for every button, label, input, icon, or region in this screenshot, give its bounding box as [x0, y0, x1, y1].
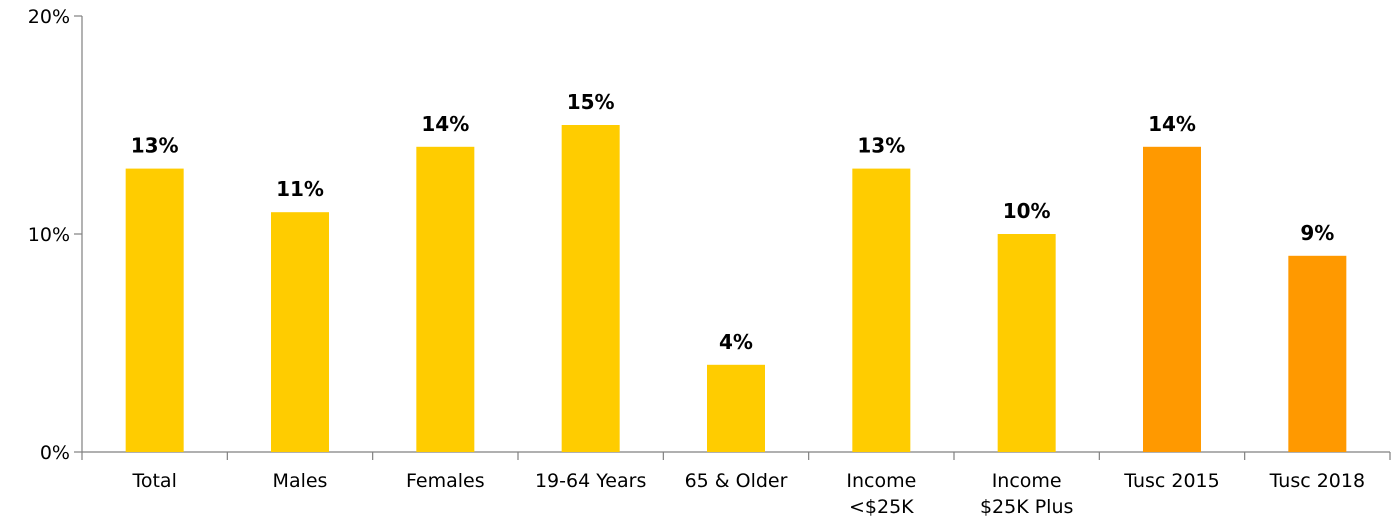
- y-tick-label: 0%: [40, 442, 70, 464]
- category-label: Income <$25K: [846, 470, 916, 518]
- bar: [852, 168, 911, 452]
- category-labels: Total Males Females 19-64 Years 65 & Older In…: [131, 470, 1365, 518]
- category-label: 19-64 Years: [535, 470, 646, 492]
- category-label: Total: [131, 470, 176, 492]
- y-tick-label: 20%: [28, 6, 70, 28]
- category-label-line: Income: [846, 470, 916, 492]
- bar: [561, 125, 620, 452]
- category-label-line: 19-64 Years: [535, 470, 646, 492]
- bar: [1143, 146, 1201, 453]
- bar: [1288, 255, 1347, 452]
- data-label: 13%: [131, 134, 179, 158]
- bar: [271, 212, 329, 452]
- category-label-line: $25K Plus: [980, 496, 1073, 518]
- data-label: 14%: [1148, 112, 1196, 136]
- category-label: Males: [273, 470, 328, 492]
- x-axis-ticks: [81, 452, 1391, 460]
- bar: [997, 234, 1056, 452]
- data-label: 9%: [1300, 221, 1334, 245]
- category-label: 65 & Older: [685, 470, 788, 492]
- category-label: Tusc 2018: [1269, 470, 1366, 492]
- category-label-line: Income: [992, 470, 1062, 492]
- category-label-line: Males: [273, 470, 328, 492]
- y-tick-label: 10%: [28, 224, 70, 246]
- data-labels: 13% 11% 14% 15% 4% 13% 10% 14% 9%: [131, 90, 1335, 354]
- category-label-line: 65 & Older: [685, 470, 788, 492]
- category-label-line: Total: [131, 470, 176, 492]
- category-label-line: Females: [406, 470, 485, 492]
- data-label: 10%: [1003, 199, 1051, 223]
- category-label: Income $25K Plus: [980, 470, 1073, 518]
- category-label: Females: [406, 470, 485, 492]
- data-label: 13%: [857, 134, 905, 158]
- data-label: 4%: [719, 330, 753, 354]
- category-label: Tusc 2015: [1123, 470, 1220, 492]
- y-axis-ticks: 0% 10% 20%: [28, 6, 82, 464]
- category-label-line: Tusc 2018: [1269, 470, 1366, 492]
- category-label-line: Tusc 2015: [1123, 470, 1220, 492]
- bar: [707, 364, 765, 452]
- data-label: 14%: [421, 112, 469, 136]
- bar: [125, 168, 184, 452]
- data-label: 15%: [567, 90, 615, 114]
- bar: [416, 146, 475, 453]
- category-label-line: <$25K: [849, 496, 914, 518]
- bar-series: [125, 125, 1347, 453]
- data-label: 11%: [276, 177, 324, 201]
